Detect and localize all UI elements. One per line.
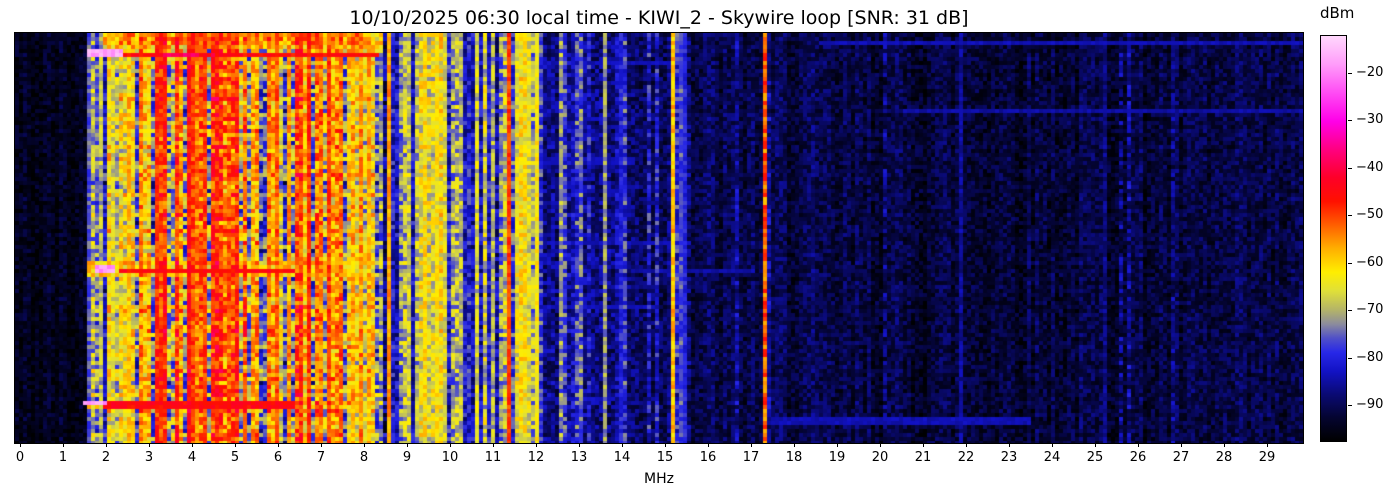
colorbar-tick-mark <box>1348 215 1352 217</box>
colorbar-tick-mark <box>1348 357 1352 359</box>
x-tick-label: 26 <box>1129 450 1147 465</box>
waterfall-plot-area <box>14 32 1304 444</box>
x-tick-mark <box>1095 443 1096 447</box>
x-tick-mark <box>966 443 967 447</box>
x-tick-label: 29 <box>1258 450 1276 465</box>
x-tick-label: 23 <box>1000 450 1018 465</box>
x-tick-label: 4 <box>187 450 197 465</box>
x-tick-mark <box>665 443 666 447</box>
colorbar-tick-label: −20 <box>1356 64 1384 80</box>
colorbar-tick-mark <box>1348 72 1352 74</box>
x-tick-mark <box>794 443 795 447</box>
x-tick-label: 18 <box>785 450 803 465</box>
x-tick-mark <box>106 443 107 447</box>
x-tick-mark <box>1138 443 1139 447</box>
x-tick-mark <box>837 443 838 447</box>
x-tick-label: 2 <box>101 450 111 465</box>
x-tick-label: 27 <box>1172 450 1190 465</box>
colorbar-tick-label: −70 <box>1356 302 1384 318</box>
x-tick-label: 25 <box>1086 450 1104 465</box>
x-tick-mark <box>536 443 537 447</box>
x-tick-label: 7 <box>316 450 326 465</box>
x-tick-mark <box>450 443 451 447</box>
x-tick-mark <box>20 443 21 447</box>
x-tick-label: 21 <box>914 450 932 465</box>
x-tick-mark <box>622 443 623 447</box>
plot-title: 10/10/2025 06:30 local time - KIWI_2 - S… <box>349 7 969 29</box>
x-tick-mark <box>321 443 322 447</box>
x-tick-label: 24 <box>1043 450 1061 465</box>
x-tick-label: 1 <box>58 450 68 465</box>
x-tick-mark <box>708 443 709 447</box>
x-tick-mark <box>364 443 365 447</box>
x-tick-mark <box>63 443 64 447</box>
x-tick-label: 28 <box>1215 450 1233 465</box>
x-tick-mark <box>235 443 236 447</box>
x-tick-mark <box>1224 443 1225 447</box>
x-axis-label: MHz <box>644 471 674 487</box>
colorbar-tick-label: −90 <box>1356 397 1384 412</box>
colorbar-tick-label: −40 <box>1356 159 1384 175</box>
colorbar-tick-mark <box>1348 167 1352 169</box>
x-tick-label: 19 <box>828 450 846 465</box>
colorbar-tick-mark <box>1348 262 1352 264</box>
x-tick-label: 11 <box>484 450 502 465</box>
x-tick-label: 3 <box>144 450 154 465</box>
x-tick-label: 17 <box>742 450 760 465</box>
x-tick-mark <box>1009 443 1010 447</box>
x-tick-mark <box>1181 443 1182 447</box>
x-tick-mark <box>407 443 408 447</box>
x-tick-mark <box>192 443 193 447</box>
colorbar-tick-label: −80 <box>1356 349 1384 365</box>
x-tick-mark <box>751 443 752 447</box>
x-tick-label: 10 <box>441 450 459 465</box>
x-tick-mark <box>1052 443 1053 447</box>
x-tick-mark <box>493 443 494 447</box>
colorbar <box>1320 35 1347 442</box>
x-tick-label: 5 <box>230 450 240 465</box>
colorbar-label: dBm <box>1320 4 1355 22</box>
x-tick-mark <box>149 443 150 447</box>
x-tick-label: 0 <box>15 450 25 465</box>
x-tick-mark <box>1267 443 1268 447</box>
colorbar-tick-label: −30 <box>1356 112 1384 128</box>
x-tick-label: 6 <box>273 450 283 465</box>
x-tick-label: 20 <box>871 450 889 465</box>
x-tick-label: 12 <box>527 450 545 465</box>
colorbar-tick-mark <box>1348 120 1352 122</box>
x-tick-mark <box>579 443 580 447</box>
colorbar-tick-label: −50 <box>1356 207 1384 223</box>
x-tick-label: 9 <box>402 450 412 465</box>
x-tick-label: 14 <box>613 450 631 465</box>
x-tick-label: 22 <box>957 450 975 465</box>
x-tick-mark <box>278 443 279 447</box>
x-tick-label: 16 <box>699 450 717 465</box>
x-tick-mark <box>880 443 881 447</box>
colorbar-tick-label: −60 <box>1356 254 1384 270</box>
x-tick-mark <box>923 443 924 447</box>
x-tick-label: 8 <box>359 450 369 465</box>
x-tick-label: 13 <box>570 450 588 465</box>
colorbar-tick-mark <box>1348 310 1352 312</box>
colorbar-tick-mark <box>1348 405 1352 406</box>
x-tick-label: 15 <box>656 450 674 465</box>
waterfall-canvas <box>15 33 1303 443</box>
